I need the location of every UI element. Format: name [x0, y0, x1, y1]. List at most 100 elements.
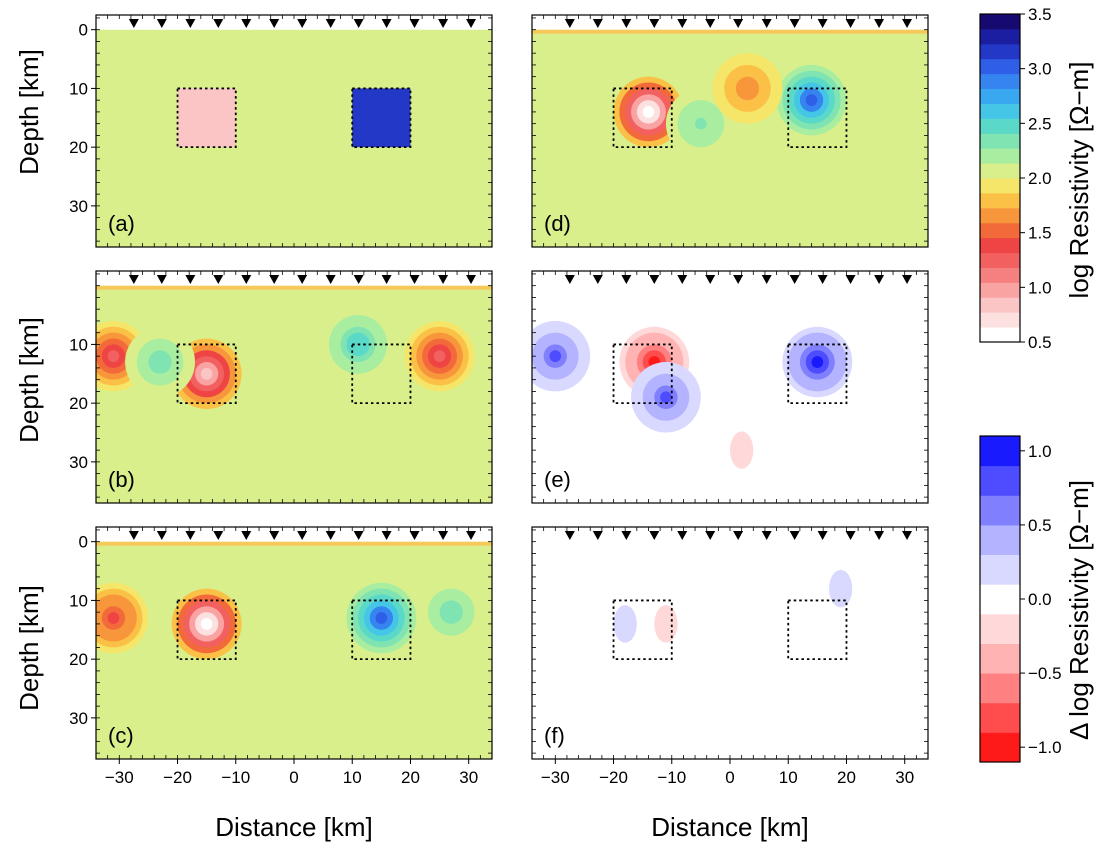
resistivity-field	[96, 285, 492, 503]
y-tick-label: 10	[69, 79, 88, 98]
colorbar-tick-label: −0.5	[1028, 664, 1062, 683]
colorbar-swatch	[980, 118, 1020, 134]
resistivity-field	[96, 29, 492, 247]
x-tick-label: −20	[163, 768, 192, 787]
y-tick-label: 20	[69, 394, 88, 413]
station-marker-icon	[409, 19, 420, 28]
anomaly-box-outline	[787, 343, 848, 405]
station-marker-icon	[705, 275, 716, 284]
panel-group: 0 10 20 30 (a) 10 20 30 (b) 0 10 20 30 −30 −20 −10 0 10 20…	[69, 14, 929, 787]
panel-label: (e)	[544, 467, 571, 492]
surface-layer	[532, 29, 928, 34]
station-marker-icon	[156, 19, 167, 28]
surface-layer	[96, 285, 492, 290]
station-marker-icon	[381, 275, 392, 284]
colorbar-tick-label: 3.0	[1028, 60, 1052, 79]
colorbar-swatch	[980, 282, 1020, 298]
y-tick-label: 10	[69, 335, 88, 354]
station-marker-icon	[902, 531, 913, 540]
station-marker-icon	[269, 531, 280, 540]
station-marker-icon	[438, 19, 449, 28]
anomaly-contour	[200, 367, 213, 380]
station-marker-icon	[874, 275, 885, 284]
station-marker-icon	[128, 275, 139, 284]
station-marker-icon	[902, 275, 913, 284]
colorbar-swatch	[980, 178, 1020, 194]
colorbar-tick-label: 0.0	[1028, 590, 1052, 609]
station-marker-icon	[761, 19, 772, 28]
station-marker-icon	[874, 531, 885, 540]
anomaly-contour	[200, 618, 213, 630]
station-marker-icon	[297, 531, 308, 540]
anomaly-box-outline	[176, 87, 237, 149]
y-tick-label: 30	[69, 453, 88, 472]
station-marker-icon	[817, 275, 828, 284]
colorbar-group: 0.5 1.0 1.5 2.0 2.5 3.0 3.5 1.0 0.5 0.0 −0.5 −1.0	[979, 5, 1062, 763]
anomaly-contour	[811, 356, 824, 368]
station-marker-icon	[845, 531, 856, 540]
station-marker-icon	[649, 531, 660, 540]
colorbar-swatch	[980, 613, 1020, 644]
resistivity-field	[532, 285, 928, 503]
station-marker-icon	[677, 275, 688, 284]
colorbar-swatch	[980, 192, 1020, 209]
panel-b: 10 20 30 (b)	[69, 270, 493, 504]
anomaly-box-outline	[176, 343, 237, 405]
station-marker-icon	[325, 531, 336, 540]
colorbar-swatch	[980, 436, 1020, 467]
station-marker-icon	[621, 531, 632, 540]
x-tick-label: 20	[837, 768, 856, 787]
station-marker-icon	[592, 531, 603, 540]
colorbar-swatch	[980, 554, 1020, 585]
colorbar-swatch	[980, 133, 1020, 149]
y-tick-label: 30	[69, 709, 88, 728]
anomaly-contour	[622, 619, 629, 629]
anomaly-contour	[375, 612, 388, 624]
station-marker-icon	[409, 275, 420, 284]
station-marker-icon	[185, 275, 196, 284]
station-marker-icon	[213, 275, 224, 284]
resistivity-field	[532, 29, 928, 247]
x-tick-label: −30	[541, 768, 570, 787]
resistivity-field	[532, 541, 928, 759]
panel-label: (f)	[544, 723, 565, 748]
field-background	[96, 29, 492, 247]
station-marker-icon	[466, 531, 477, 540]
anomaly-box-outline	[612, 599, 673, 661]
station-marker-icon	[564, 531, 575, 540]
anomaly-box-outline	[787, 87, 848, 149]
station-marker-icon	[817, 531, 828, 540]
colorbar-swatch	[980, 252, 1020, 268]
colorbar-swatch	[980, 14, 1020, 30]
x-tick-label: −10	[221, 768, 250, 787]
anomaly-contour	[154, 356, 166, 368]
x-tick-label: −10	[657, 768, 686, 787]
colorbar-tick-label: 1.0	[1028, 442, 1052, 461]
station-marker-icon	[649, 19, 660, 28]
station-marker-icon	[381, 531, 392, 540]
colorbar-tick-label: 0.5	[1028, 516, 1052, 535]
colorbar-swatch	[980, 643, 1020, 674]
colorbar-swatch	[980, 222, 1020, 239]
x-axis-title-left: Distance [km]	[215, 812, 373, 842]
anomaly-contour	[663, 619, 669, 629]
station-marker-icon	[564, 19, 575, 28]
anomaly-contour	[741, 82, 754, 95]
station-marker-icon	[438, 275, 449, 284]
x-tick-label: 10	[779, 768, 798, 787]
station-marker-icon	[621, 19, 632, 28]
x-tick-label: −20	[599, 768, 628, 787]
colorbar-swatch	[980, 297, 1020, 313]
colorbar-swatch	[980, 732, 1020, 763]
station-marker-icon	[156, 275, 167, 284]
station-marker-icon	[466, 275, 477, 284]
colorbar-tick-label: 1.5	[1028, 224, 1052, 243]
station-marker-icon	[325, 275, 336, 284]
colorbar-swatch	[980, 584, 1020, 615]
colorbar-tick-label: 1.0	[1028, 278, 1052, 297]
colorbar-log-title: log Resistivity [Ω−m]	[1064, 62, 1094, 299]
station-marker-icon	[621, 275, 632, 284]
anomaly-box-outline	[176, 599, 237, 661]
colorbar-swatch	[980, 73, 1020, 90]
station-marker-icon	[353, 531, 364, 540]
